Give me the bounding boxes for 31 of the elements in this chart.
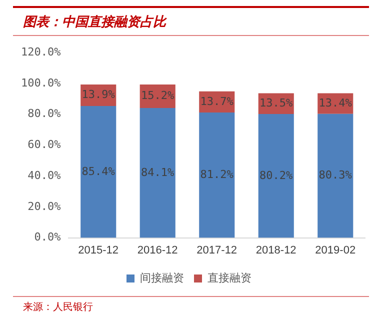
y-tick-label: 100.0%: [20, 76, 62, 90]
data-label: 80.3%: [318, 168, 352, 182]
x-tick-label: 2017-12: [196, 244, 238, 256]
data-label: 84.1%: [141, 166, 175, 179]
x-tick-label: 2018-12: [256, 244, 296, 256]
y-tick-label: 20.0%: [28, 200, 62, 213]
data-label: 85.4%: [82, 164, 116, 178]
data-label: 15.2%: [141, 89, 175, 102]
legend-label: 间接融资: [140, 272, 184, 285]
legend-label: 直接融资: [208, 272, 252, 285]
source-note: 来源：人民银行: [13, 296, 369, 314]
x-tick-label: 2015-12: [78, 244, 119, 256]
bar: [140, 108, 176, 238]
data-label: 81.2%: [200, 168, 234, 181]
x-tick-label: 2019-02: [315, 244, 356, 256]
bar: [199, 112, 235, 238]
data-label: 80.2%: [260, 168, 294, 182]
y-tick-label: 120.0%: [20, 45, 62, 58]
y-tick-label: 60.0%: [28, 138, 62, 152]
y-tick-label: 0.0%: [34, 230, 62, 244]
data-label: 13.7%: [200, 94, 234, 108]
bar: [318, 114, 354, 238]
y-tick-label: 40.0%: [28, 168, 62, 182]
chart-title: 图表：中国直接融资占比: [13, 6, 369, 36]
x-tick-label: 2016-12: [137, 244, 178, 256]
bar: [258, 114, 294, 238]
data-label: 13.4%: [318, 96, 352, 110]
bar: [80, 106, 116, 238]
y-tick-label: 80.0%: [28, 107, 62, 120]
data-label: 13.5%: [260, 96, 294, 110]
data-label: 13.9%: [82, 88, 116, 102]
